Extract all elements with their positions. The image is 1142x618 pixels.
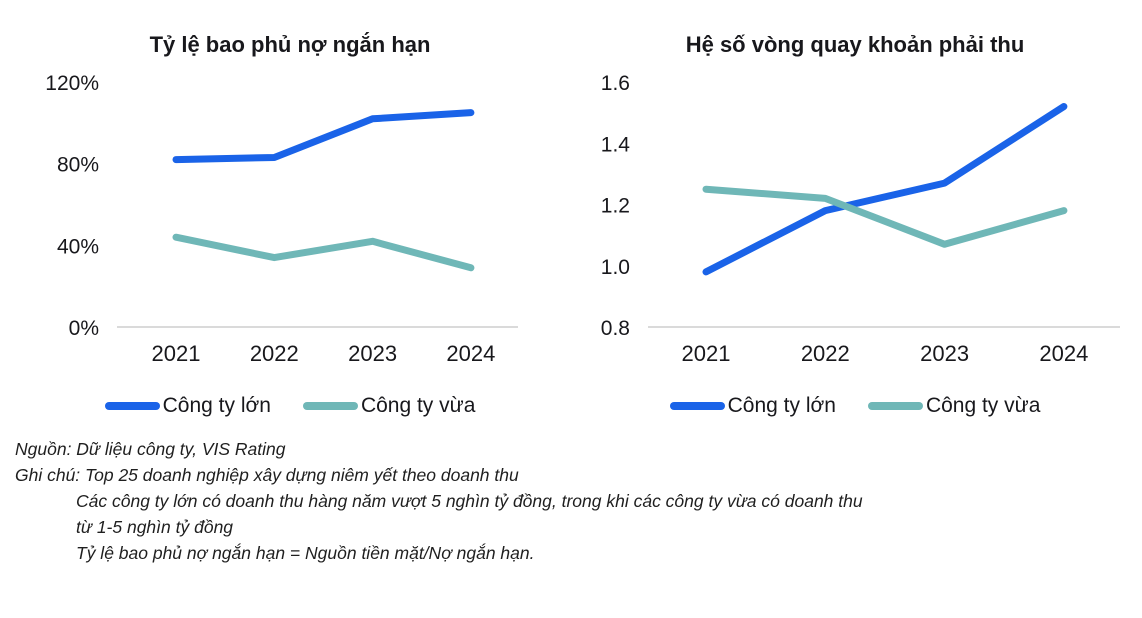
legend-item-cong-ty-vua: Công ty vừa <box>302 394 476 418</box>
footnotes: Nguồn: Dữ liệu công ty, VIS Rating Ghi c… <box>15 436 1142 566</box>
y-tick-label: 1.6 <box>601 72 630 95</box>
legend-item-cong-ty-lon: Công ty lớn <box>669 394 836 418</box>
series-line <box>172 109 475 164</box>
x-tick-label: 2022 <box>250 341 299 366</box>
y-tick-label: 1.0 <box>601 256 630 279</box>
series-line <box>702 185 1068 248</box>
legend-label-cong-ty-lon: Công ty lớn <box>727 394 836 417</box>
legend-label-cong-ty-vua: Công ty vừa <box>360 394 476 417</box>
legend-swatch-blue-icon <box>669 402 725 410</box>
line-chart-receivables-turnover: 0.8 1.0 1.2 1.4 1.6 2021 2022 2023 2024 <box>601 72 1120 366</box>
legend-item-cong-ty-lon: Công ty lớn <box>104 394 271 418</box>
x-tick-label: 2024 <box>446 341 495 366</box>
note-line-3: từ 1-5 nghìn tỷ đồng <box>76 517 234 537</box>
note-line-1: Ghi chú: Top 25 doanh nghiệp xây dựng ni… <box>15 465 519 485</box>
chart-title-left: Tỷ lệ bao phủ nợ ngắn hạn <box>149 32 431 57</box>
legend-swatch-teal-icon <box>302 402 358 410</box>
y-tick-label: 1.4 <box>601 133 631 156</box>
legend-label-cong-ty-vua: Công ty vừa <box>925 394 1041 417</box>
note-line-4: Tỷ lệ bao phủ nợ ngắn hạn = Nguồn tiền m… <box>76 543 535 563</box>
chart-short-term-debt-coverage: Tỷ lệ bao phủ nợ ngắn hạn 0% 40% 80% 120% 20… <box>20 14 560 420</box>
chart-title-right: Hệ số vòng quay khoản phải thu <box>685 32 1025 57</box>
charts-row: Tỷ lệ bao phủ nợ ngắn hạn 0% 40% 80% 120% 20… <box>20 14 1125 420</box>
line-chart-short-term-debt-coverage: 0% 40% 80% 120% 2021 2022 2023 2024 <box>45 72 518 366</box>
legend-right: Công ty lớn Công ty vừa <box>585 392 1125 420</box>
series-line <box>702 103 1068 276</box>
legend-swatch-blue-icon <box>104 402 160 410</box>
legend-swatch-teal-icon <box>867 402 923 410</box>
legend-item-cong-ty-vua: Công ty vừa <box>867 394 1041 418</box>
y-tick-label: 0% <box>69 317 99 340</box>
series-line <box>172 233 475 272</box>
y-tick-label: 40% <box>57 235 99 258</box>
legend-label-cong-ty-lon: Công ty lớn <box>162 394 271 417</box>
y-tick-label: 120% <box>45 72 99 95</box>
x-tick-label: 2023 <box>920 341 969 366</box>
y-tick-label: 0.8 <box>601 317 630 340</box>
note-line-2: Các công ty lớn có doanh thu hàng năm vư… <box>76 491 863 511</box>
x-tick-label: 2021 <box>682 341 731 366</box>
y-tick-label: 80% <box>57 154 99 177</box>
x-tick-label: 2024 <box>1039 341 1088 366</box>
x-tick-label: 2021 <box>152 341 201 366</box>
source-note: Nguồn: Dữ liệu công ty, VIS Rating <box>15 439 286 459</box>
chart-receivables-turnover: Hệ số vòng quay khoản phải thu 0.8 1.0 1.2… <box>585 14 1125 420</box>
x-tick-label: 2023 <box>348 341 397 366</box>
legend-left: Công ty lớn Công ty vừa <box>20 392 560 420</box>
y-tick-label: 1.2 <box>601 195 630 218</box>
x-tick-label: 2022 <box>801 341 850 366</box>
